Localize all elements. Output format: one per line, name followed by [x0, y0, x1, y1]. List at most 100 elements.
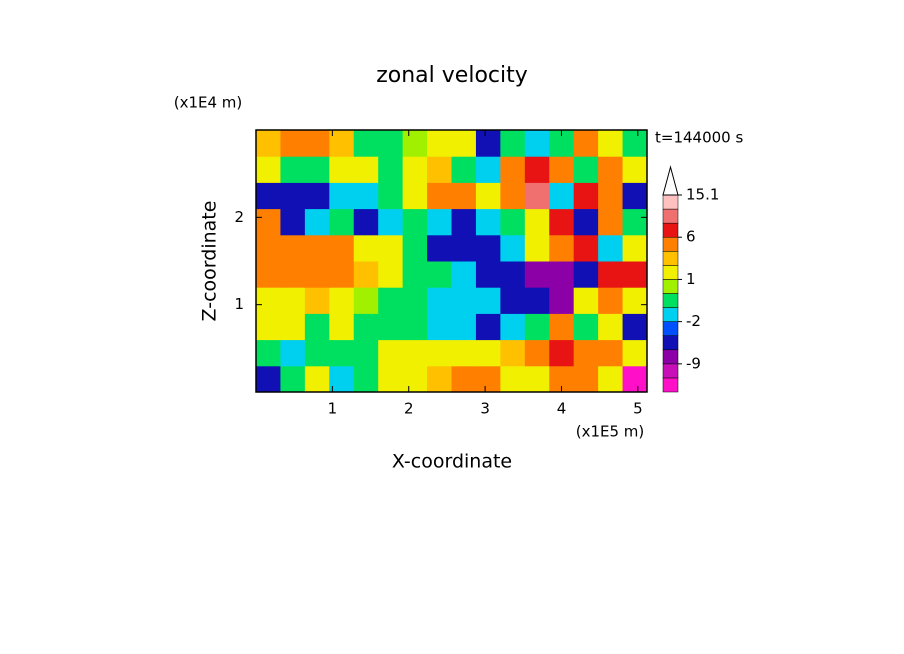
contour-cell	[353, 313, 379, 341]
contour-field	[256, 130, 648, 393]
x-tick-label: 5	[633, 400, 643, 418]
time-annotation: t=144000 s	[655, 129, 743, 147]
contour-cell	[451, 208, 477, 236]
contour-cell	[304, 130, 330, 157]
contour-cell	[353, 339, 379, 367]
colorbar-label: 6	[686, 228, 696, 246]
y-tick-label: 2	[234, 208, 244, 226]
colorbar-label: -2	[686, 312, 701, 330]
contour-cell	[451, 234, 477, 262]
contour-cell	[500, 261, 526, 288]
contour-cell	[402, 208, 428, 236]
contour-cell	[451, 182, 477, 210]
contour-cell	[622, 182, 648, 210]
contour-cell	[622, 365, 648, 393]
contour-cell	[475, 234, 501, 262]
contour-cell	[280, 287, 306, 314]
contour-cell	[622, 208, 648, 236]
contour-cell	[549, 234, 575, 262]
contour-cell	[353, 365, 379, 393]
contour-cell	[573, 339, 599, 367]
colorbar-box	[662, 208, 679, 224]
contour-cell	[500, 339, 526, 367]
colorbar-box	[662, 321, 679, 336]
contour-cell	[622, 261, 648, 288]
contour-cell	[256, 339, 281, 367]
colorbar-label: 1	[686, 270, 696, 288]
contour-cell	[280, 156, 306, 183]
contour-cell	[524, 156, 550, 183]
contour-cell	[549, 339, 575, 367]
contour-cell	[353, 208, 379, 236]
colorbar-extension	[662, 165, 679, 196]
contour-cell	[256, 287, 281, 314]
contour-cell	[378, 365, 404, 393]
x-tick-label: 4	[557, 400, 567, 418]
contour-cell	[329, 130, 355, 157]
contour-cell	[524, 234, 550, 262]
contour-cell	[353, 130, 379, 157]
x-tick-label: 1	[328, 400, 338, 418]
contour-cell	[500, 365, 526, 393]
contour-cell	[304, 261, 330, 288]
colorbar-box	[662, 307, 679, 322]
contour-cell	[598, 208, 624, 236]
contour-cell	[280, 365, 306, 393]
y-tick-label: 1	[234, 295, 244, 313]
contour-cell	[329, 182, 355, 210]
contour-cell	[622, 156, 648, 183]
contour-cell	[378, 313, 404, 341]
contour-cell	[427, 287, 452, 314]
plot-frame	[255, 129, 648, 393]
contour-cell	[524, 130, 550, 157]
contour-cell	[329, 156, 355, 183]
contour-cell	[402, 130, 428, 157]
contour-cell	[475, 313, 501, 341]
contour-cell	[475, 208, 501, 236]
y-unit: (x1E4 m)	[174, 94, 243, 112]
contour-cell	[622, 339, 648, 367]
contour-cell	[598, 234, 624, 262]
contour-cell	[256, 365, 281, 393]
contour-cell	[353, 182, 379, 210]
contour-cell	[427, 234, 452, 262]
colorbar-box	[662, 363, 679, 379]
contour-cell	[573, 261, 599, 288]
contour-cell	[573, 156, 599, 183]
contour-cell	[256, 313, 281, 341]
contour-cell	[524, 339, 550, 367]
contour-cell	[402, 313, 428, 341]
contour-cell	[475, 287, 501, 314]
y-axis-label: Z-coordinate	[199, 201, 221, 322]
colorbar-box	[662, 265, 679, 280]
contour-cell	[402, 234, 428, 262]
contour-cell	[500, 208, 526, 236]
contour-cell	[353, 287, 379, 314]
contour-cell	[304, 339, 330, 367]
contour-cell	[500, 130, 526, 157]
contour-cell	[573, 182, 599, 210]
contour-cell	[598, 313, 624, 341]
contour-cell	[329, 208, 355, 236]
contour-cell	[500, 287, 526, 314]
contour-cell	[451, 365, 477, 393]
contour-cell	[402, 182, 428, 210]
contour-cell	[280, 313, 306, 341]
colorbar-box	[662, 236, 679, 252]
contour-cell	[524, 261, 550, 288]
contour-cell	[451, 339, 477, 367]
contour-cell	[304, 208, 330, 236]
contour-cell	[524, 365, 550, 393]
contour-cell	[427, 130, 452, 157]
colorbar-box	[662, 194, 679, 210]
contour-cell	[353, 234, 379, 262]
contour-cell	[475, 182, 501, 210]
contour-cell	[427, 156, 452, 183]
contour-cell	[524, 182, 550, 210]
contour-cell	[500, 234, 526, 262]
contour-cell	[378, 208, 404, 236]
colorbar-box	[662, 335, 679, 351]
colorbar-box	[662, 377, 679, 393]
contour-cell	[427, 365, 452, 393]
contour-cell	[256, 234, 281, 262]
